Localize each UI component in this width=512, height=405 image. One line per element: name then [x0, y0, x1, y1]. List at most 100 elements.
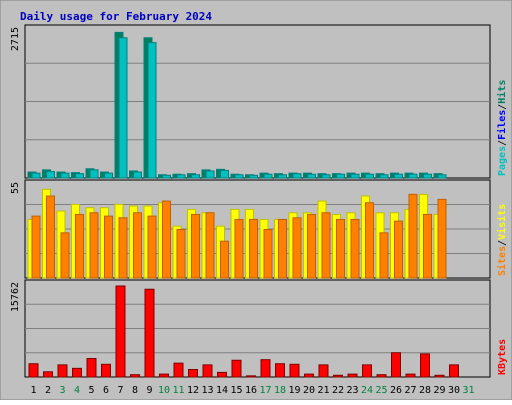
bar-sites-day-24	[365, 202, 374, 279]
day-label-25: 25	[375, 385, 387, 396]
bar-kbytes-day-27	[405, 373, 416, 378]
max-value-label: 15762	[10, 282, 21, 312]
bar-files-day-1	[31, 172, 41, 179]
bar-files-day-19	[292, 173, 302, 179]
legend-separator: /	[497, 104, 508, 110]
panel-top: 2715 Pages/Files/Hits	[10, 24, 508, 179]
bar-kbytes-day-14	[217, 371, 227, 378]
day-label-17: 17	[259, 385, 271, 396]
bar-sites-day-15	[234, 218, 244, 279]
day-label-29: 29	[433, 385, 445, 396]
bar-files-day-28	[423, 173, 432, 179]
day-label-21: 21	[317, 385, 329, 396]
day-label-16: 16	[245, 385, 257, 396]
bar-sites-day-20	[307, 213, 316, 279]
bar-sites-day-6	[104, 215, 113, 279]
bar-sites-day-29	[437, 198, 447, 279]
bar-files-day-20	[307, 173, 316, 179]
day-label-13: 13	[201, 385, 213, 396]
legend-files: Files	[496, 110, 508, 140]
bar-sites-day-27	[408, 193, 418, 279]
bar-kbytes-day-24	[362, 364, 372, 378]
bar-sites-day-17	[263, 228, 273, 279]
bar-kbytes-day-10	[159, 373, 169, 378]
bar-files-day-23	[350, 173, 360, 179]
bar-kbytes-day-28	[420, 353, 430, 378]
bar-kbytes-day-16	[246, 375, 256, 378]
legend-visits: Visits	[496, 204, 508, 240]
bar-kbytes-day-21	[318, 364, 329, 378]
max-value-label: 55	[10, 182, 21, 194]
bar-sites-day-25	[379, 232, 389, 279]
day-label-27: 27	[404, 385, 416, 396]
bar-files-day-4	[75, 173, 84, 179]
day-label-9: 9	[146, 385, 152, 396]
bar-kbytes-day-7	[115, 285, 126, 378]
bar-files-day-6	[104, 172, 113, 179]
panel-legend: KBytes	[497, 339, 508, 375]
bar-kbytes-day-1	[28, 363, 39, 378]
bar-files-day-25	[379, 174, 389, 179]
bar-files-day-3	[60, 172, 70, 179]
bar-kbytes-day-23	[347, 373, 358, 378]
day-label-7: 7	[117, 385, 123, 396]
day-label-19: 19	[288, 385, 300, 396]
bar-kbytes-day-13	[202, 364, 213, 378]
bar-files-day-5	[89, 169, 99, 179]
day-label-31: 31	[462, 385, 474, 396]
bar-files-day-16	[249, 174, 258, 179]
bar-kbytes-day-2	[43, 371, 53, 378]
day-label-15: 15	[230, 385, 242, 396]
panels-layer: 2715Pages/Files/Hits55Sites/Visits15762K…	[10, 24, 508, 378]
bar-files-day-2	[46, 171, 55, 179]
bar-kbytes-day-11	[173, 362, 184, 378]
bar-kbytes-day-19	[289, 363, 300, 378]
day-label-12: 12	[187, 385, 199, 396]
bar-files-day-14	[220, 169, 229, 179]
bar-files-day-22	[336, 173, 345, 179]
legend-kbytes: KBytes	[497, 339, 508, 375]
bar-files-day-7	[118, 37, 128, 179]
day-label-5: 5	[88, 385, 94, 396]
bar-kbytes-day-15	[231, 359, 242, 378]
bar-sites-day-23	[350, 218, 360, 279]
bar-kbytes-day-30	[449, 364, 459, 378]
bar-sites-day-2	[46, 195, 55, 279]
day-label-14: 14	[216, 385, 228, 396]
bar-kbytes-day-3	[57, 364, 68, 378]
bar-sites-day-12	[191, 213, 200, 279]
bar-sites-day-13	[205, 212, 215, 279]
bar-files-day-9	[147, 42, 157, 179]
bar-sites-day-16	[249, 218, 258, 279]
bar-sites-day-5	[89, 212, 99, 279]
bar-kbytes-day-12	[188, 368, 198, 378]
bar-files-day-10	[162, 174, 171, 179]
bar-sites-day-19	[292, 217, 302, 279]
bar-files-day-11	[176, 174, 186, 179]
day-label-26: 26	[390, 385, 402, 396]
bar-kbytes-day-20	[304, 373, 314, 378]
bar-kbytes-day-29	[434, 374, 445, 378]
bar-files-day-17	[263, 173, 273, 179]
bar-sites-day-3	[60, 232, 70, 279]
bar-sites-day-28	[423, 213, 432, 279]
day-label-6: 6	[103, 385, 109, 396]
bar-files-day-27	[408, 173, 418, 179]
day-label-4: 4	[74, 385, 80, 396]
legend-separator: /	[497, 140, 508, 146]
day-label-30: 30	[448, 385, 460, 396]
panel-bottom: 15762 KBytes	[10, 279, 508, 378]
day-label-1: 1	[30, 385, 36, 396]
panel-legend: Pages/Files/Hits	[496, 80, 508, 176]
bar-files-day-26	[394, 173, 403, 179]
bar-sites-day-21	[321, 212, 331, 279]
bar-files-day-15	[234, 174, 244, 179]
bar-kbytes-day-22	[333, 374, 343, 378]
bar-sites-day-18	[278, 218, 287, 279]
chart-title: Daily usage for February 2024	[20, 10, 212, 23]
bar-files-day-13	[205, 170, 215, 179]
max-value-label: 2715	[10, 27, 21, 51]
day-label-11: 11	[172, 385, 184, 396]
